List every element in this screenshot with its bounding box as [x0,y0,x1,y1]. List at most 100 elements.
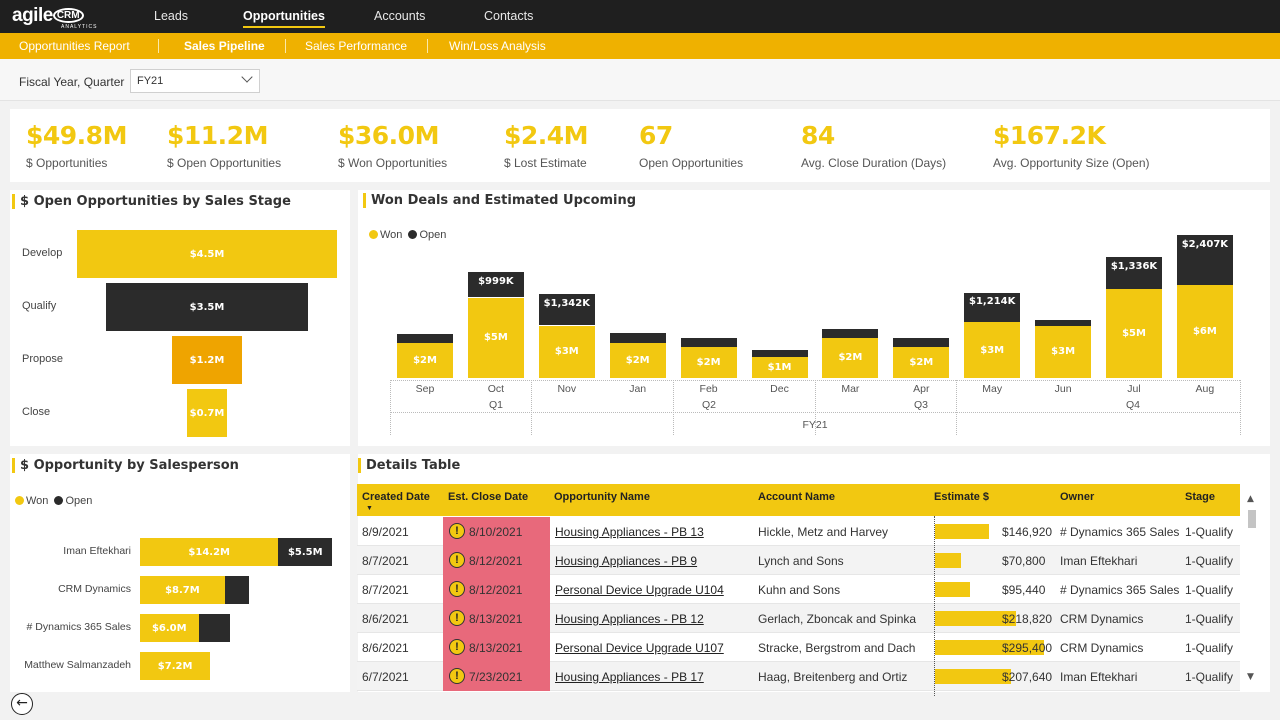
col-stage[interactable]: Stage [1185,491,1215,503]
kpi-value: $36.0M [338,121,439,150]
opportunity-link[interactable]: Housing Appliances - PB 13 [555,525,704,539]
funnel-bar[interactable]: $3.5M [105,283,309,331]
salesperson-name: CRM Dynamics [58,583,131,595]
tab-sales-pipeline[interactable]: Sales Pipeline [184,39,265,53]
table-row[interactable]: 8/6/2021! 8/13/2021 Personal Device Upgrad… [357,633,1240,662]
fiscal-year-dropdown[interactable]: FY21 [130,69,260,93]
won-bar[interactable]: $3M [964,322,1021,378]
fiscal-year-value: FY21 [137,75,164,87]
account-name-cell: Gerlach, Zboncak and Spinka [758,612,917,626]
owner-cell: CRM Dynamics [1060,612,1144,626]
open-bar[interactable] [751,350,808,357]
col-owner[interactable]: Owner [1060,491,1095,503]
stage-cell: 1-Qualify [1185,554,1234,568]
open-bar[interactable] [609,332,666,343]
warning-icon: ! [449,552,465,568]
funnel-bar[interactable]: $4.5M [77,230,337,278]
nav-contacts[interactable]: Contacts [484,9,534,23]
table-row[interactable]: 8/9/2021! 8/10/2021 Housing Appliances - P… [357,517,1240,546]
nav-accounts[interactable]: Accounts [374,9,426,23]
warning-icon: ! [449,639,465,655]
opportunity-link[interactable]: Housing Appliances - PB 17 [555,670,704,684]
month-label: Feb [699,383,718,395]
open-bar[interactable] [680,337,737,347]
scroll-down-icon[interactable]: ▼ [1247,672,1254,682]
col-est-close-date[interactable]: Est. Close Date [448,491,529,503]
account-name-cell: Kuhn and Sons [758,583,841,597]
table-scrollbar[interactable]: ▲ ▼ [1246,492,1258,688]
won-bar[interactable]: $2M [680,346,737,378]
funnel-bar[interactable]: $0.7M [186,389,228,437]
table-row[interactable]: 6/7/2021! 7/23/2021 Housing Appliances - P… [357,662,1240,691]
opportunity-link[interactable]: Personal Device Upgrade U107 [555,641,724,655]
quarter-separator [815,380,816,435]
col-estimate[interactable]: Estimate $ [934,491,990,503]
won-bar[interactable]: $3M [538,325,595,378]
open-legend-dot [408,230,418,239]
account-name-cell: Stracke, Bergstrom and Dach [758,641,916,655]
estimate-value-cell: $295,400 [1002,641,1053,655]
won-bar[interactable]: $2M [609,343,666,378]
month-label: Mar [841,383,860,395]
open-bar[interactable] [893,337,950,347]
won-legend-dot [15,496,24,505]
agile-crm-logo[interactable]: agile CRM ANALYTICS [12,5,96,30]
tab-opportunities-report[interactable]: Opportunities Report [19,39,130,53]
won-deals-title: Won Deals and Estimated Upcoming [362,193,637,208]
scroll-up-icon[interactable]: ▲ [1247,494,1254,504]
funnel-bar[interactable]: $1.2M [172,336,242,384]
estimate-bar [935,640,1044,655]
scroll-thumb[interactable] [1248,510,1256,528]
opportunity-link[interactable]: Housing Appliances - PB 12 [555,612,704,626]
won-bar[interactable]: $5M [1106,288,1162,378]
estimate-value-cell: $146,920 [1002,525,1053,539]
col-account-name[interactable]: Account Name [758,491,836,503]
kpi-label: $ Open Opportunities [167,156,282,170]
open-bar[interactable] [397,334,453,343]
close-date-text: 7/23/2021 [469,670,523,684]
quarter-label: Q4 [1125,399,1140,411]
back-arrow-icon[interactable]: ← [11,693,33,715]
won-bar[interactable]: $3M [1035,325,1092,378]
nav-opportunities[interactable]: Opportunities [243,9,325,28]
stage-cell: 1-Qualify [1185,641,1234,655]
account-name-cell: Haag, Breitenberg and Ortiz [758,670,908,684]
stage-cell: 1-Qualify [1185,583,1234,597]
tab-win-loss-analysis[interactable]: Win/Loss Analysis [449,39,546,53]
opportunity-link[interactable]: Housing Appliances - PB 9 [555,554,698,568]
created-date-cell: 8/7/2021 [362,554,409,568]
funnel-title: $ Open Opportunities by Sales Stage [12,194,291,209]
won-bar[interactable]: $7.2M [140,652,211,680]
legend-open: Open [419,229,447,241]
table-row[interactable]: 8/7/2021! 8/12/2021 Housing Appliances - P… [357,546,1240,575]
won-bar[interactable]: $2M [893,346,950,378]
tab-sales-performance[interactable]: Sales Performance [305,39,408,53]
won-bar[interactable]: $14.2M [140,538,279,566]
logo-subtitle: ANALYTICS [61,24,98,30]
owner-cell: Iman Eftekhari [1060,670,1138,684]
open-bar[interactable] [822,329,879,338]
won-bar[interactable]: $5M [467,297,524,378]
kpi-label: Open Opportunities [639,156,744,170]
won-bar[interactable]: $6M [1176,285,1233,378]
opportunity-link[interactable]: Personal Device Upgrade U104 [555,583,724,597]
won-bar[interactable]: $2M [822,337,879,378]
kpi-label: $ Lost Estimate [504,156,587,170]
close-date-cell: ! 8/13/2021 [443,633,550,662]
table-row[interactable]: 8/7/2021! 8/12/2021 Personal Device Upgrad… [357,575,1240,604]
won-bar[interactable]: $8.7M [140,576,225,604]
open-bar[interactable] [224,576,250,604]
open-bar[interactable] [1035,320,1092,326]
salesperson-name: Matthew Salmanzadeh [24,659,131,671]
legend-won: Won [26,495,49,507]
nav-leads[interactable]: Leads [154,9,189,23]
close-date-cell: ! 8/12/2021 [443,575,550,604]
col-created-date[interactable]: Created Date ▼ [362,491,430,512]
table-row[interactable]: 8/6/2021! 8/13/2021 Housing Appliances - P… [357,604,1240,633]
won-bar[interactable]: $2M [397,343,453,378]
won-bar[interactable]: $1M [751,357,808,378]
open-bar[interactable]: $5.5M [278,538,333,566]
col-opportunity-name[interactable]: Opportunity Name [554,491,650,503]
open-bar[interactable] [198,614,230,642]
won-bar[interactable]: $6.0M [140,614,199,642]
